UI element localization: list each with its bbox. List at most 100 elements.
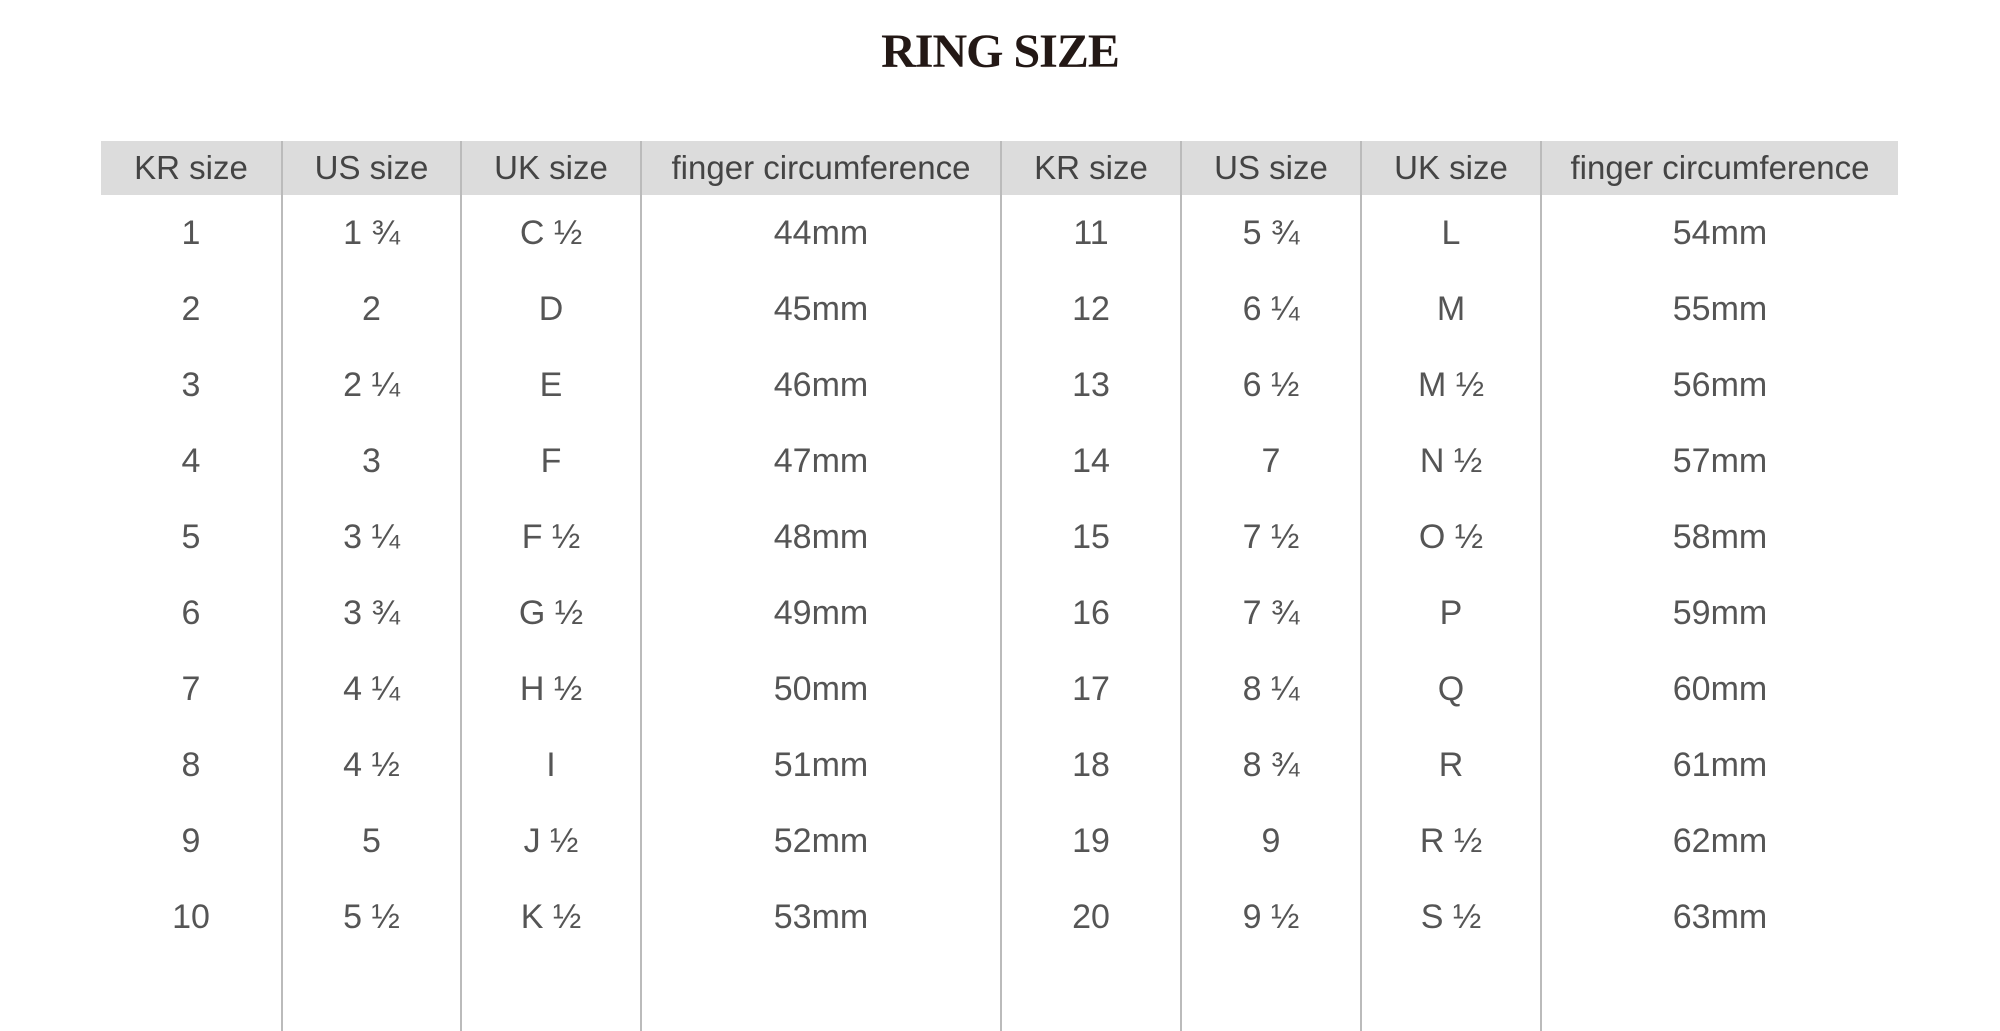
table-cell: 12 <box>1000 271 1180 347</box>
table-cell: 9 <box>181 821 201 860</box>
table-cell: 47mm <box>640 423 1000 499</box>
table-cell: 6 <box>181 593 201 632</box>
table-cell: 56mm <box>1540 347 1898 423</box>
table-cell: 5 ½ <box>281 879 460 955</box>
table-row: 2 2 D 45mm 12 6 ¼ M 55mm <box>101 271 1898 347</box>
table-cell: F <box>460 423 640 499</box>
table-cell: 63mm <box>1540 879 1898 955</box>
table-cell: 2 <box>181 289 201 328</box>
empty-cell <box>1540 955 1898 1031</box>
table-cell: 8 <box>181 745 201 784</box>
column-header: finger circumference <box>640 141 1000 195</box>
table-cell: 4 <box>181 441 201 480</box>
table-cell: 2 ¼ <box>281 347 460 423</box>
table-cell: 1 <box>181 213 201 252</box>
table-cell: 7 <box>181 669 201 708</box>
table-cell: 49mm <box>640 575 1000 651</box>
table-cell: 18 <box>1000 727 1180 803</box>
table-cell: 3 ¼ <box>281 499 460 575</box>
column-header: UK size <box>460 141 640 195</box>
table-cell: J ½ <box>460 803 640 879</box>
table-cell: 57mm <box>1540 423 1898 499</box>
table-cell: P <box>1360 575 1540 651</box>
table-cell: 55mm <box>1540 271 1898 347</box>
table-cell: I <box>460 727 640 803</box>
table-cell: 6 ¼ <box>1180 271 1360 347</box>
table-cell: 4 ½ <box>281 727 460 803</box>
table-cell: 3 <box>281 423 460 499</box>
table-cell: 15 <box>1000 499 1180 575</box>
table-cell: 4 ¼ <box>281 651 460 727</box>
table-cell: 58mm <box>1540 499 1898 575</box>
table-cell: 9 <box>1180 803 1360 879</box>
column-header: US size <box>1180 141 1360 195</box>
table-cell: 3 <box>181 365 201 404</box>
table-cell: 50mm <box>640 651 1000 727</box>
table-cell: 5 <box>181 517 201 556</box>
table-cell: R ½ <box>1360 803 1540 879</box>
table-cell: 11 <box>1000 195 1180 271</box>
table-cell: 14 <box>1000 423 1180 499</box>
table-cell: 2 <box>281 271 460 347</box>
table-cell: F ½ <box>460 499 640 575</box>
page-title: RING SIZE <box>881 25 1120 78</box>
table-cell: 44mm <box>640 195 1000 271</box>
empty-cell <box>1000 955 1180 1031</box>
table-cell: C ½ <box>460 195 640 271</box>
table-cell: S ½ <box>1360 879 1540 955</box>
table-cell: 17 <box>1000 651 1180 727</box>
table-bottom-spacer <box>101 955 1898 1031</box>
column-header: KR size <box>1000 141 1180 195</box>
empty-cell <box>101 955 281 1031</box>
column-header: UK size <box>1360 141 1540 195</box>
table-cell: 13 <box>1000 347 1180 423</box>
table-cell: H ½ <box>460 651 640 727</box>
table-cell: G ½ <box>460 575 640 651</box>
table-cell: 5 ¾ <box>1180 195 1360 271</box>
column-header: finger circumference <box>1540 141 1898 195</box>
table-cell: 52mm <box>640 803 1000 879</box>
table-cell: 7 <box>1180 423 1360 499</box>
table-cell: 61mm <box>1540 727 1898 803</box>
empty-cell <box>640 955 1000 1031</box>
empty-cell <box>1360 955 1540 1031</box>
table-cell: 19 <box>1000 803 1180 879</box>
table-cell: 8 ¾ <box>1180 727 1360 803</box>
table-cell: 10 <box>172 897 210 936</box>
table-cell: R <box>1360 727 1540 803</box>
table-cell: 59mm <box>1540 575 1898 651</box>
table-cell: M <box>1360 271 1540 347</box>
empty-cell <box>281 955 460 1031</box>
table-cell: 7 ¾ <box>1180 575 1360 651</box>
table-cell: 7 ½ <box>1180 499 1360 575</box>
column-header: KR size <box>134 149 248 186</box>
table-cell: 9 ½ <box>1180 879 1360 955</box>
table-cell: 16 <box>1000 575 1180 651</box>
table-cell: 46mm <box>640 347 1000 423</box>
empty-cell <box>1180 955 1360 1031</box>
table-cell: 6 ½ <box>1180 347 1360 423</box>
table-cell: 3 ¾ <box>281 575 460 651</box>
table-cell: 20 <box>1000 879 1180 955</box>
table-cell: K ½ <box>460 879 640 955</box>
empty-cell <box>460 955 640 1031</box>
table-cell: 8 ¼ <box>1180 651 1360 727</box>
column-header: US size <box>281 141 460 195</box>
table-cell: 53mm <box>640 879 1000 955</box>
table-cell: 48mm <box>640 499 1000 575</box>
table-row: 8 4 ½ I 51mm 18 8 ¾ R 61mm <box>101 727 1898 803</box>
table-cell: E <box>460 347 640 423</box>
table-cell: N ½ <box>1360 423 1540 499</box>
table-cell: 5 <box>281 803 460 879</box>
table-row: 4 3 F 47mm 14 7 N ½ 57mm <box>101 423 1898 499</box>
table-cell: Q <box>1360 651 1540 727</box>
table-cell: L <box>1360 195 1540 271</box>
table-cell: M ½ <box>1360 347 1540 423</box>
